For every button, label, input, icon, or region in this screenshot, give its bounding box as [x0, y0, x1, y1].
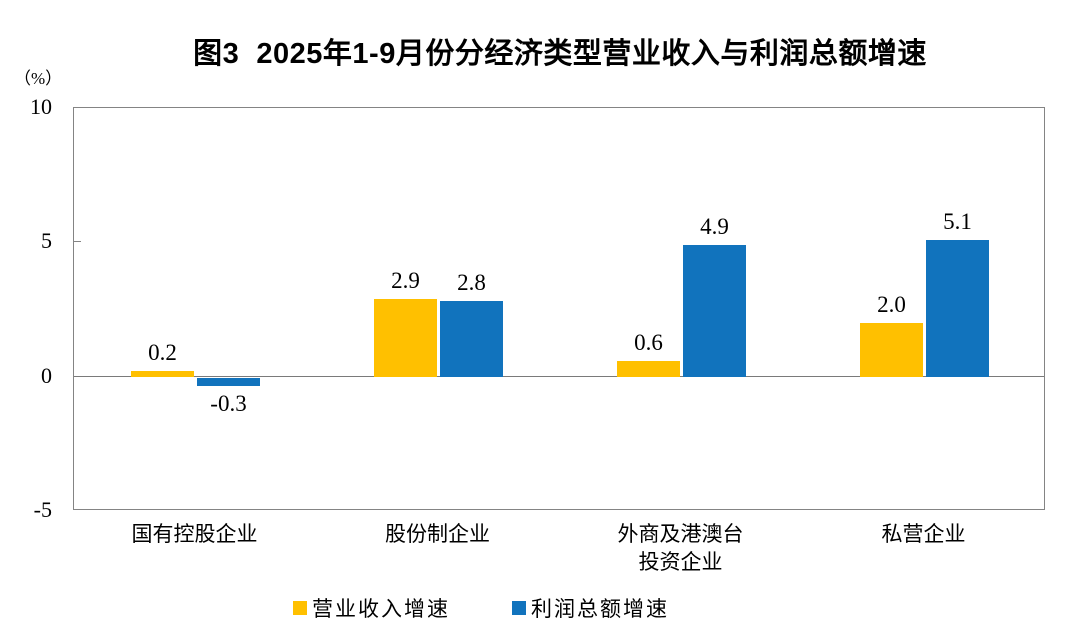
legend-item: 利润总额增速	[512, 597, 669, 621]
bar	[197, 377, 260, 386]
bar	[440, 301, 503, 377]
y-tick-label: 5	[41, 228, 52, 254]
x-axis-label: 外商及港澳台 投资企业	[617, 522, 744, 574]
y-tick-mark	[73, 240, 81, 243]
legend: 营业收入增速 利润总额增速	[293, 597, 669, 621]
bar	[131, 371, 194, 377]
value-label: 0.6	[634, 329, 663, 355]
value-label: 0.2	[148, 340, 177, 366]
value-label: 2.8	[457, 270, 486, 296]
value-label: 2.0	[877, 291, 906, 317]
y-tick-label: -5	[33, 497, 52, 522]
bar	[374, 298, 437, 377]
legend-swatch-icon	[293, 601, 307, 615]
bar	[860, 322, 923, 377]
plot-area: 0.2 -0.3 2.9 2.8 0.6 4.9 2.0 5.1	[73, 107, 1045, 510]
legend-label: 营业收入增速	[312, 597, 450, 621]
x-axis-label: 国有控股企业	[131, 522, 258, 546]
value-label: 5.1	[943, 208, 972, 234]
x-axis-labels: 国有控股企业 股份制企业 外商及港澳台 投资企业 私营企业	[73, 520, 1045, 576]
x-axis-label: 私营企业	[881, 522, 966, 546]
y-tick-label: 10	[30, 94, 52, 119]
y-axis-unit-label: （%）	[14, 69, 63, 88]
zero-line	[74, 375, 1044, 378]
y-tick-label: 0	[41, 362, 52, 388]
chart-title: 图3 2025年1-9月份分经济类型营业收入与利润总额增速	[193, 38, 927, 70]
legend-swatch-icon	[512, 601, 526, 615]
bar	[617, 360, 680, 377]
legend-label: 利润总额增速	[531, 597, 669, 621]
x-axis-label: 股份制企业	[385, 522, 490, 546]
value-label: -0.3	[210, 390, 247, 416]
bar	[926, 239, 989, 377]
legend-item: 营业收入增速	[293, 597, 450, 621]
value-label: 2.9	[391, 267, 420, 293]
bar	[683, 245, 746, 377]
value-label: 4.9	[700, 214, 729, 240]
